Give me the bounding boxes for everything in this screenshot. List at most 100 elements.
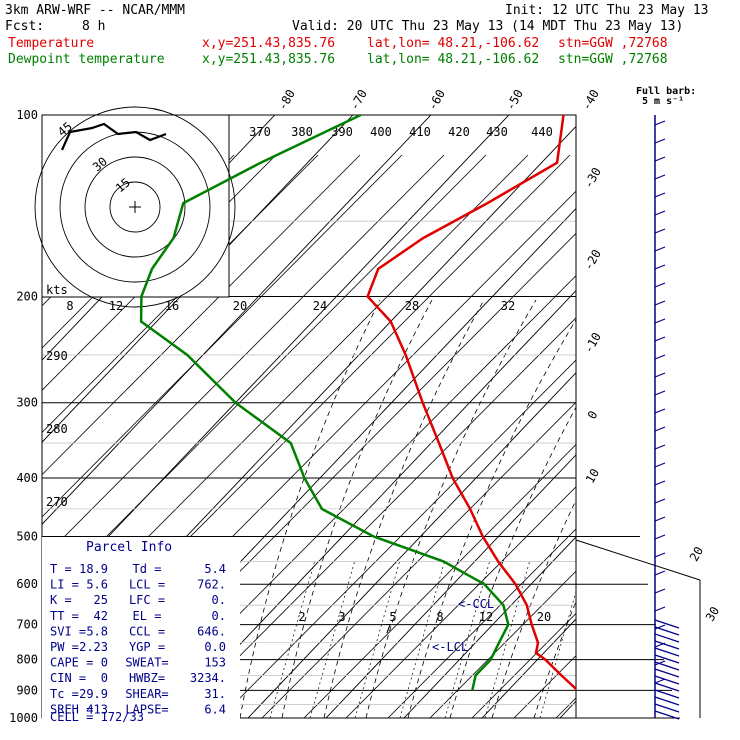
parcel-row-value: 5.4	[204, 562, 226, 576]
dewpoint-stn: stn=GGW ,72768	[558, 52, 668, 67]
theta-tick-label: 400	[370, 125, 392, 139]
wind-barb	[654, 675, 680, 685]
wind-barb	[654, 156, 666, 162]
parcel-row-label: TT =	[50, 609, 79, 623]
parcel-row-value: 0.	[212, 609, 226, 623]
low-theta-label: 270	[46, 495, 68, 509]
parcel-row-label: SREH =	[50, 702, 93, 716]
dewpoint-latlon: lat,lon= 48.21,-106.62	[367, 52, 539, 67]
wind-barb	[654, 640, 680, 650]
pressure-tick-label: 200	[16, 290, 38, 304]
wind-barb-subtitle: 5 m s⁻¹	[642, 96, 684, 107]
wind-barb	[654, 633, 680, 643]
dry-adiabat-line	[42, 154, 403, 518]
speed-axis-label: 32	[501, 299, 515, 313]
parcel-row-value: 762.	[197, 578, 226, 592]
wind-barb	[654, 660, 666, 666]
isotherm-line	[325, 454, 576, 718]
moist-adiabat-line	[491, 499, 576, 718]
parcel-row-label: CIN =	[50, 671, 86, 685]
isotherm-tick-label: -30	[581, 165, 604, 191]
wind-barb	[654, 210, 666, 216]
parcel-row-value: 0.	[212, 593, 226, 607]
temperature-legend: Temperature	[8, 36, 94, 51]
plot-frame	[41, 114, 577, 719]
temperature-xy: x,y=251.43,835.76	[202, 36, 335, 51]
parcel-row-value: 413	[86, 702, 108, 716]
moist-adiabat-line	[407, 318, 576, 718]
valid-time: Valid: 20 UTC Thu 23 May 13 (14 MDT Thu …	[292, 19, 683, 34]
frame-diagonal	[575, 539, 701, 581]
wind-barb	[654, 696, 680, 706]
pressure-tick-label: 700	[16, 618, 38, 632]
wind-barb	[654, 336, 666, 342]
pressure-tick-label: 500	[16, 529, 38, 543]
fcst-label: Fcst:	[5, 19, 44, 34]
parcel-row-label: YGP =	[129, 640, 165, 654]
wind-barbs: Full barb:5 m s⁻¹	[575, 86, 701, 720]
wind-barb	[654, 426, 666, 432]
isotherm-line	[403, 536, 576, 718]
parcel-row-label: CAPE =	[50, 656, 93, 670]
dry-adiabat-line	[429, 570, 576, 718]
speed-axis-label: 12	[109, 299, 123, 313]
wind-barb	[654, 661, 680, 671]
parcel-row-label: T =	[50, 562, 72, 576]
parcel-row-value: 42	[94, 609, 108, 623]
isotherm-tick-label: 0	[585, 408, 601, 421]
pressure-tick-label: 400	[16, 471, 38, 485]
hodograph-ring	[84, 156, 186, 258]
parcel-row-label: LCL =	[129, 578, 165, 592]
temperature-latlon: lat,lon= 48.21,-106.62	[367, 36, 539, 51]
mixing-ratio-line	[444, 559, 491, 718]
parcel-row-value: 2.23	[79, 640, 108, 654]
wind-barb	[654, 624, 666, 630]
mixing-ratio-label: 5	[389, 610, 396, 624]
mixing-ratio-line	[399, 559, 446, 718]
parcel-row-label: SHEAR=	[125, 687, 168, 701]
theta-labels: 370 380 390 400 410 420 430 440 290 280 270	[46, 125, 553, 509]
wind-barb	[654, 516, 666, 522]
parcel-row-value: 0	[101, 671, 108, 685]
mixing-ratio-label: 8	[436, 610, 443, 624]
wind-barb	[654, 678, 666, 684]
moist-adiabat-line	[449, 406, 576, 718]
isotherm-tick-label: -40	[579, 87, 602, 113]
isotherm-line	[42, 115, 510, 608]
mixing-ratio-label: 12	[479, 610, 493, 624]
pressure-tick-label: 300	[16, 396, 38, 410]
isotherm-tick-label: 30	[703, 604, 722, 624]
dewpoint-xy: x,y=251.43,835.76	[202, 52, 335, 67]
mixing-ratio-line	[484, 559, 531, 718]
isotherm-tick-label: -50	[503, 87, 526, 113]
dry-adiabat-line	[261, 401, 576, 718]
wind-barb	[654, 174, 666, 180]
isotherm-line	[42, 115, 432, 525]
wind-barb	[654, 703, 680, 713]
parcel-row-label: SVI =	[50, 624, 86, 638]
wind-barb	[654, 264, 666, 270]
hodograph-units: kts	[46, 283, 68, 297]
mixing-ratio-label: 7	[384, 622, 391, 636]
parcel-row-label: PW =	[50, 640, 79, 654]
speed-axis-label: 28	[405, 299, 419, 313]
wind-barb	[654, 300, 666, 306]
parcel-row-label: EL =	[133, 609, 162, 623]
speed-axis-label: 8	[66, 299, 73, 313]
isotherm-line	[638, 115, 740, 718]
wind-barb	[654, 228, 666, 234]
dry-adiabat-line	[219, 359, 576, 718]
dry-adiabat-line	[513, 655, 576, 718]
isotherm-line	[716, 115, 740, 718]
dry-adiabat-line	[177, 317, 576, 718]
theta-tick-label: 390	[331, 125, 353, 139]
pressure-tick-label: 100	[16, 108, 38, 122]
parcel-row-value: 3234.	[190, 671, 226, 685]
parcel-cell: CELL = 172/33	[50, 710, 144, 724]
speed-axis-label: 20	[233, 299, 247, 313]
isotherm-tick-label: -70	[347, 87, 370, 113]
parcel-row-value: 153	[204, 656, 226, 670]
wind-barb	[654, 654, 680, 664]
dry-adiabat-line	[345, 486, 576, 718]
